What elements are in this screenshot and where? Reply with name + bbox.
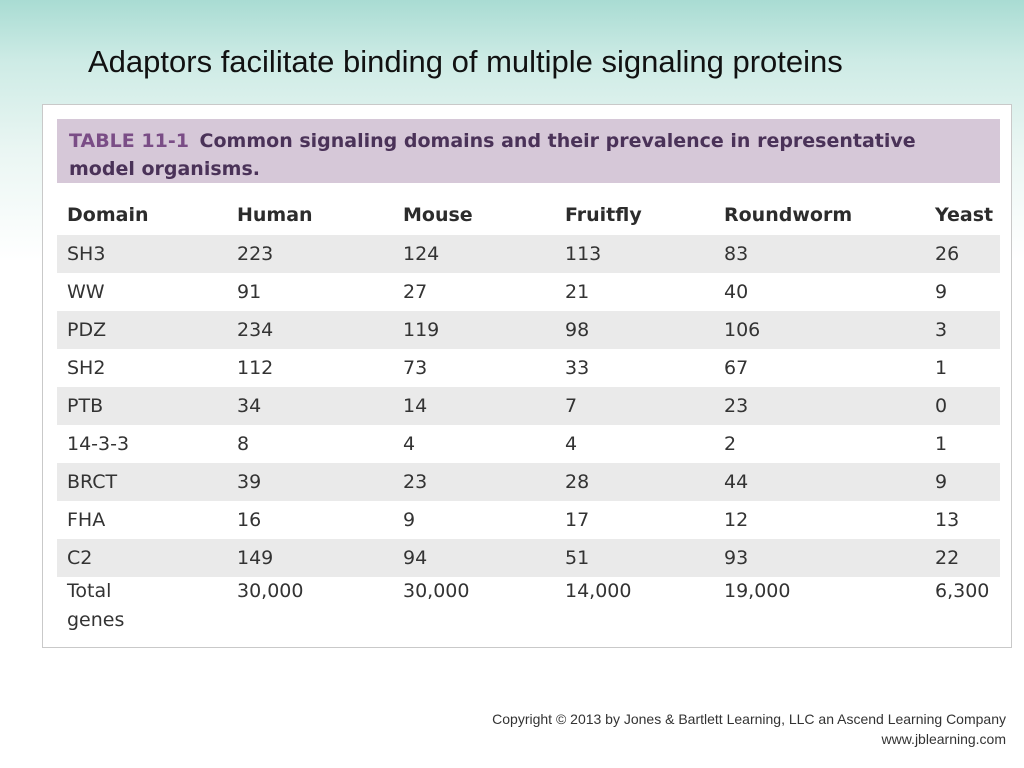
table-caption-label: TABLE 11-1 xyxy=(69,130,189,152)
column-header-roundworm: Roundworm xyxy=(724,204,853,226)
cell-fruitfly: 51 xyxy=(565,547,590,569)
table-row: FHA 16 9 17 12 13 xyxy=(57,501,1000,539)
cell-roundworm: 93 xyxy=(724,547,749,569)
column-header-yeast: Yeast xyxy=(935,204,994,226)
cell-fruitfly: 21 xyxy=(565,281,590,303)
copyright-notice: Copyright © 2013 by Jones & Bartlett Lea… xyxy=(492,709,1006,749)
cell-domain: 14-3-3 xyxy=(67,433,130,455)
cell-mouse: 30,000 xyxy=(403,580,470,602)
cell-human: 8 xyxy=(237,433,250,455)
cell-human: 16 xyxy=(237,509,262,531)
cell-roundworm: 67 xyxy=(724,357,749,379)
cell-domain: Total genes xyxy=(67,580,125,631)
cell-human: 34 xyxy=(237,395,262,417)
table-row-total-genes: Total genes 30,000 30,000 14,000 19,000 6,300 xyxy=(57,577,1000,643)
column-header-human: Human xyxy=(237,204,313,226)
cell-roundworm: 23 xyxy=(724,395,749,417)
column-header-fruitfly: Fruitfly xyxy=(565,204,642,226)
table-row: PDZ 234 119 98 106 3 xyxy=(57,311,1000,349)
cell-yeast: 9 xyxy=(935,471,948,493)
cell-domain: SH3 xyxy=(67,243,106,265)
cell-fruitfly: 17 xyxy=(565,509,590,531)
cell-human: 234 xyxy=(237,319,274,341)
cell-mouse: 23 xyxy=(403,471,428,493)
cell-domain: C2 xyxy=(67,547,93,569)
cell-mouse: 9 xyxy=(403,509,416,531)
cell-domain: BRCT xyxy=(67,471,118,493)
table-row: PTB 34 14 7 23 0 xyxy=(57,387,1000,425)
cell-yeast: 13 xyxy=(935,509,960,531)
cell-fruitfly: 33 xyxy=(565,357,590,379)
cell-human: 112 xyxy=(237,357,274,379)
table-header-row: Domain Human Mouse Fruitfly Roundworm Ye… xyxy=(57,195,1000,235)
cell-yeast: 1 xyxy=(935,433,948,455)
cell-roundworm: 19,000 xyxy=(724,580,791,602)
cell-mouse: 124 xyxy=(403,243,440,265)
cell-mouse: 73 xyxy=(403,357,428,379)
cell-yeast: 22 xyxy=(935,547,960,569)
cell-yeast: 26 xyxy=(935,243,960,265)
cell-mouse: 94 xyxy=(403,547,428,569)
table-figure: TABLE 11-1 Common signaling domains and … xyxy=(42,104,1012,648)
cell-yeast: 6,300 xyxy=(935,580,990,602)
cell-yeast: 1 xyxy=(935,357,948,379)
table-row: BRCT 39 23 28 44 9 xyxy=(57,463,1000,501)
table-row: SH3 223 124 113 83 26 xyxy=(57,235,1000,273)
column-header-domain: Domain xyxy=(67,204,149,226)
cell-fruitfly: 113 xyxy=(565,243,602,265)
cell-mouse: 4 xyxy=(403,433,416,455)
publisher-website: www.jblearning.com xyxy=(881,731,1007,747)
slide-title: Adaptors facilitate binding of multiple … xyxy=(88,44,843,79)
table-row: SH2 112 73 33 67 1 xyxy=(57,349,1000,387)
cell-roundworm: 106 xyxy=(724,319,761,341)
cell-human: 223 xyxy=(237,243,274,265)
signaling-domains-table: Domain Human Mouse Fruitfly Roundworm Ye… xyxy=(57,195,1000,643)
cell-fruitfly: 4 xyxy=(565,433,578,455)
table-row: C2 149 94 51 93 22 xyxy=(57,539,1000,577)
cell-fruitfly: 98 xyxy=(565,319,590,341)
cell-fruitfly: 28 xyxy=(565,471,590,493)
copyright-text: Copyright © 2013 by Jones & Bartlett Lea… xyxy=(492,711,1006,727)
table-row: WW 91 27 21 40 9 xyxy=(57,273,1000,311)
table-caption-text: Common signaling domains and their preva… xyxy=(69,130,916,180)
cell-mouse: 119 xyxy=(403,319,440,341)
cell-mouse: 14 xyxy=(403,395,428,417)
cell-human: 39 xyxy=(237,471,262,493)
cell-human: 91 xyxy=(237,281,262,303)
cell-human: 149 xyxy=(237,547,274,569)
cell-domain: WW xyxy=(67,281,105,303)
cell-roundworm: 40 xyxy=(724,281,749,303)
cell-roundworm: 44 xyxy=(724,471,749,493)
cell-fruitfly: 14,000 xyxy=(565,580,632,602)
cell-fruitfly: 7 xyxy=(565,395,578,417)
cell-roundworm: 12 xyxy=(724,509,749,531)
cell-mouse: 27 xyxy=(403,281,428,303)
column-header-mouse: Mouse xyxy=(403,204,473,226)
cell-yeast: 0 xyxy=(935,395,948,417)
table-caption: TABLE 11-1 Common signaling domains and … xyxy=(57,119,1000,183)
cell-domain: PDZ xyxy=(67,319,107,341)
cell-yeast: 9 xyxy=(935,281,948,303)
table-body: SH3 223 124 113 83 26 WW 91 27 21 40 9 PDZ 234 119 98 10… xyxy=(57,235,1000,643)
cell-yeast: 3 xyxy=(935,319,948,341)
cell-domain: SH2 xyxy=(67,357,106,379)
cell-domain: PTB xyxy=(67,395,104,417)
cell-human: 30,000 xyxy=(237,580,304,602)
table-row: 14-3-3 8 4 4 2 1 xyxy=(57,425,1000,463)
cell-domain: FHA xyxy=(67,509,106,531)
cell-roundworm: 83 xyxy=(724,243,749,265)
cell-roundworm: 2 xyxy=(724,433,737,455)
